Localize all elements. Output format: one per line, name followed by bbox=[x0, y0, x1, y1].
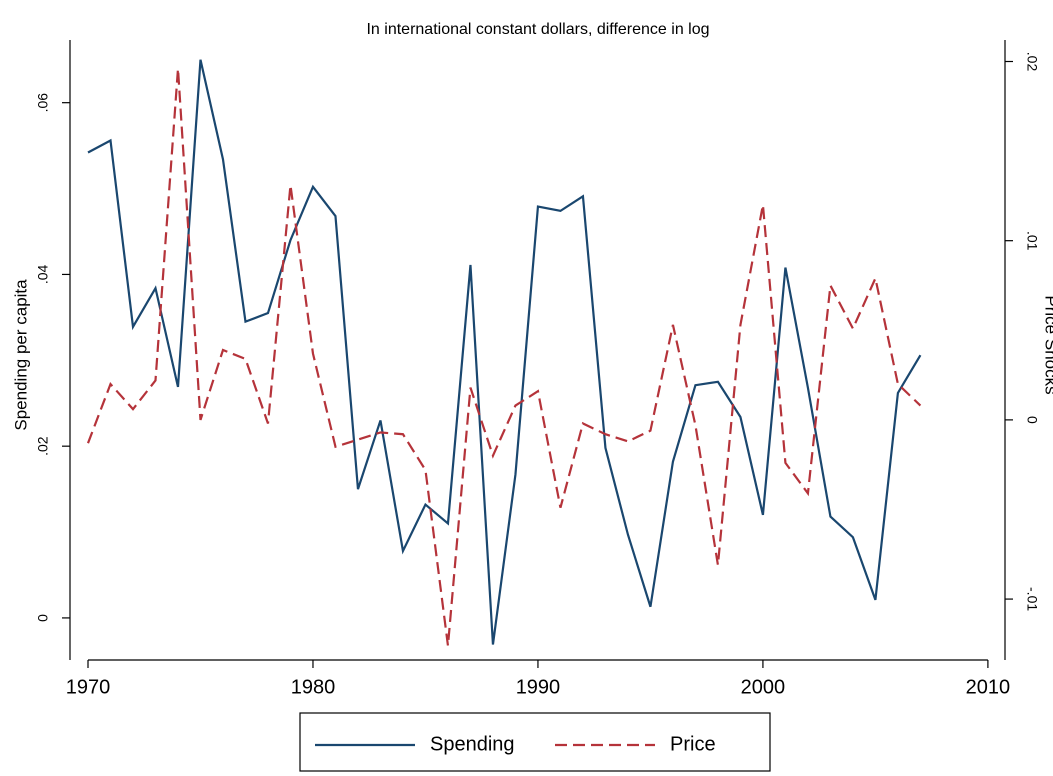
legend-label: Spending bbox=[430, 733, 515, 755]
y-tick-label: .02 bbox=[35, 436, 51, 456]
legend-box bbox=[299, 712, 771, 772]
x-tick-label: 1970 bbox=[66, 676, 111, 698]
legend-label: Price bbox=[670, 733, 716, 755]
y2-tick-label: 0 bbox=[1024, 416, 1040, 424]
y-tick-label: .04 bbox=[35, 264, 51, 284]
y2-tick-label: .01 bbox=[1024, 231, 1040, 251]
y2-tick-label: .02 bbox=[1024, 52, 1040, 72]
y-axis-label: Spending per capita bbox=[11, 279, 30, 431]
y-tick-label: 0 bbox=[35, 614, 51, 622]
chart-title: In international constant dollars, diffe… bbox=[366, 21, 709, 38]
x-tick-label: 1980 bbox=[291, 676, 336, 698]
x-tick-label: 2000 bbox=[741, 676, 786, 698]
data-line bbox=[86, 68, 922, 646]
x-tick-label: 2010 bbox=[966, 676, 1011, 698]
data-line bbox=[87, 59, 922, 645]
x-tick-label: 1990 bbox=[516, 676, 561, 698]
y2-tick-label: -.01 bbox=[1024, 587, 1040, 611]
y2-axis-label: Price Shocks bbox=[1042, 295, 1053, 394]
y-tick-label: .06 bbox=[35, 93, 51, 113]
